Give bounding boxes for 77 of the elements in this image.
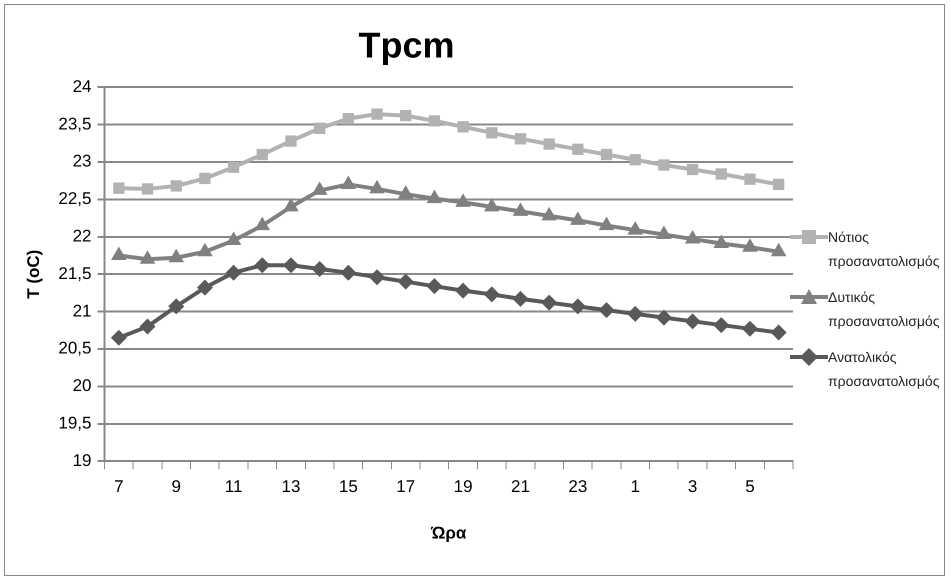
point [342,112,354,124]
point [168,298,184,314]
point [110,330,127,346]
y-tick-label: 23 [72,152,92,171]
point [312,260,328,277]
point [428,115,440,127]
y-tick-label: 19 [72,450,92,470]
x-tick-label: 19 [454,477,473,496]
legend-label: Δυτικός προσανατολισμός [828,288,940,331]
point [285,135,297,147]
point [658,159,670,171]
x-tick-label: 1 [630,477,640,496]
point [627,306,644,322]
x-tick-label: 11 [224,477,242,496]
legend-label: Ανατολικός προσανατολισμός [828,348,940,391]
point [371,108,383,120]
point [514,133,526,144]
y-tick-label: 24 [72,76,92,96]
point [512,290,528,307]
point [484,286,500,302]
point [684,313,701,330]
point [196,280,213,296]
y-tick-label: 22,5 [58,189,92,208]
point [630,154,641,166]
point [770,324,787,341]
y-tick-label: 22 [72,226,92,246]
point [600,148,612,160]
point [455,282,472,299]
point [744,174,756,185]
x-tick-label: 17 [396,477,416,496]
x-tick-label: 13 [282,477,300,496]
point [340,264,356,281]
point [256,148,268,160]
point [142,183,154,195]
point [713,317,730,334]
point [598,302,615,318]
y-axis-title: T (oC) [24,250,43,299]
point [314,122,326,134]
x-tick-label: 3 [688,477,698,496]
legend-label: Νότιος προσανατολισμός [828,228,940,271]
point [426,278,442,294]
point [541,294,558,311]
x-axis-title: Ώρα [430,523,467,542]
chart-title: Tpcm [358,24,455,66]
point [199,172,211,184]
point [254,257,270,274]
point [113,182,124,194]
point [369,269,386,286]
point [742,320,758,337]
point [282,257,299,274]
x-tick-label: 15 [338,477,358,496]
point [400,110,412,122]
point [686,164,698,176]
point [140,318,156,335]
point [170,180,182,192]
x-tick-label: 21 [511,477,530,496]
point [572,144,584,155]
point [773,178,784,190]
y-tick-label: 21 [72,301,92,320]
point [486,127,498,138]
point [457,121,469,132]
point [716,168,727,180]
y-tick-label: 19,5 [58,413,92,432]
x-tick-label: 7 [114,477,124,496]
y-tick-label: 23,5 [58,114,92,134]
point [570,298,586,314]
point [543,138,555,150]
point [228,162,240,173]
x-tick-label: 9 [171,477,181,496]
point [656,310,672,326]
y-tick-label: 20 [72,376,92,396]
x-tick-label: 23 [568,477,588,496]
x-tick-label: 5 [745,477,755,496]
y-tick-label: 21,5 [58,264,92,283]
point [226,264,242,281]
y-tick-label: 20,5 [58,338,92,358]
point [398,274,414,290]
